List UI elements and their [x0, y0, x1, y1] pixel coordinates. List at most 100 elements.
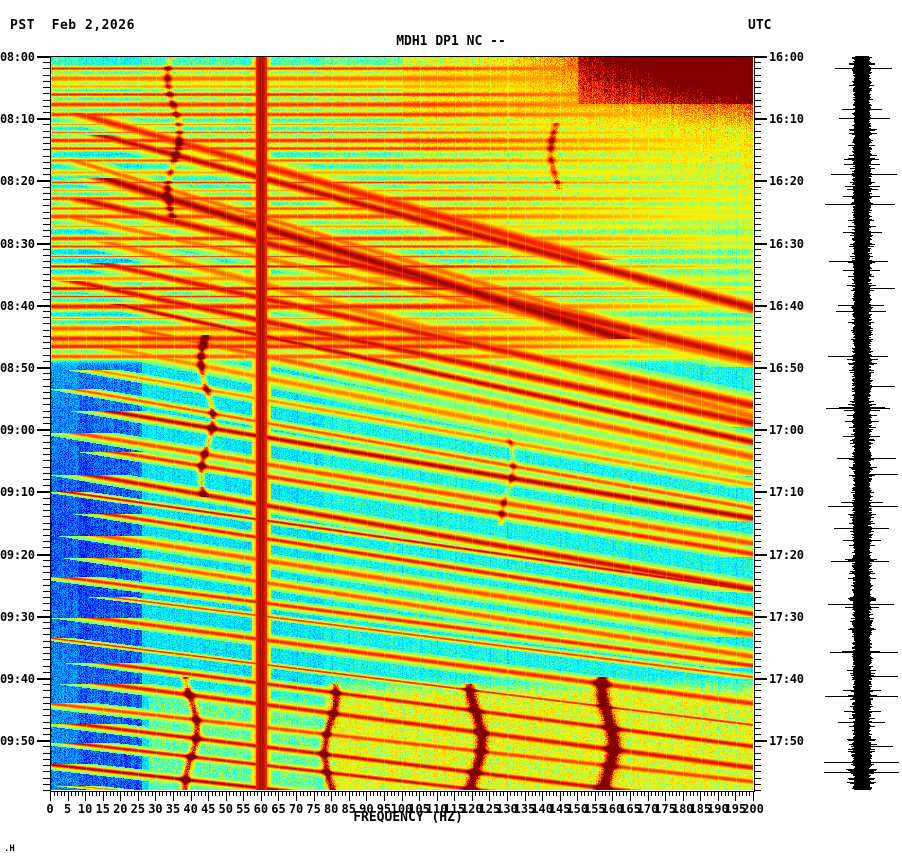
freq-tick-label: 185 — [689, 802, 712, 816]
freq-major-tick — [243, 791, 245, 801]
freq-minor-tick — [74, 791, 76, 796]
time-minor-tick — [43, 192, 50, 194]
time-minor-tick — [754, 223, 761, 225]
time-minor-tick — [754, 460, 761, 462]
time-minor-tick — [43, 311, 50, 313]
time-minor-tick — [754, 74, 761, 76]
freq-major-tick — [296, 791, 298, 801]
corner-artifact-mark: .H — [4, 844, 15, 854]
pst-time-label: 08:40 — [0, 298, 35, 313]
freq-minor-tick — [64, 791, 66, 796]
freq-minor-tick — [292, 791, 294, 796]
freq-minor-tick — [267, 791, 269, 796]
time-minor-tick — [754, 783, 761, 785]
time-minor-tick — [754, 255, 761, 257]
freq-minor-tick — [710, 791, 712, 796]
freq-tick-label: 155 — [583, 802, 606, 816]
freq-major-tick — [173, 791, 175, 801]
freq-minor-tick — [285, 791, 287, 796]
freq-tick-label: 70 — [288, 802, 304, 816]
time-minor-tick — [754, 765, 761, 767]
freq-minor-tick — [376, 791, 378, 796]
freq-minor-tick — [229, 791, 231, 796]
station-code-line: MDH1 DP1 NC -- — [396, 34, 506, 49]
freq-tick-label: 75 — [306, 802, 321, 816]
time-minor-tick — [43, 690, 50, 692]
time-minor-tick — [43, 466, 50, 468]
freq-major-tick — [542, 791, 544, 801]
freq-minor-tick — [447, 791, 449, 796]
freq-minor-tick — [661, 791, 663, 796]
time-minor-tick — [754, 111, 761, 113]
time-minor-tick — [754, 528, 761, 530]
freq-minor-tick — [299, 791, 301, 796]
time-minor-tick — [43, 522, 50, 524]
pst-time-label: 09:30 — [0, 609, 35, 624]
time-minor-tick — [754, 454, 761, 456]
time-major-tick — [754, 367, 767, 370]
spectrogram-plot[interactable] — [50, 56, 753, 790]
time-minor-tick — [754, 186, 761, 188]
time-minor-tick — [43, 790, 50, 791]
time-minor-tick — [43, 622, 50, 624]
time-minor-tick — [754, 597, 761, 599]
time-minor-tick — [754, 609, 761, 611]
time-major-tick — [37, 367, 50, 370]
time-minor-tick — [43, 360, 50, 362]
freq-minor-tick — [239, 791, 241, 796]
freq-minor-tick — [464, 791, 466, 796]
time-minor-tick — [43, 559, 50, 561]
pst-time-label: 09:10 — [0, 485, 35, 500]
freq-minor-tick — [521, 791, 522, 796]
freq-tick-label: 200 — [742, 802, 764, 816]
freq-major-tick — [383, 791, 385, 801]
freq-tick-label: 5 — [63, 802, 72, 816]
freq-minor-tick — [116, 791, 118, 796]
freq-minor-tick — [654, 791, 656, 796]
time-minor-tick — [43, 62, 50, 64]
freq-tick-label: 100 — [390, 802, 413, 816]
freq-minor-tick — [696, 791, 698, 796]
freq-tick-label: 130 — [496, 802, 518, 816]
freq-tick-label: 50 — [218, 802, 233, 816]
freq-tick-label: 20 — [113, 802, 128, 816]
freq-minor-tick — [531, 791, 533, 796]
utc-time-label: 17:20 — [769, 547, 804, 562]
freq-major-tick — [137, 791, 139, 801]
time-minor-tick — [43, 765, 50, 767]
time-minor-tick — [43, 665, 50, 667]
time-minor-tick — [754, 590, 761, 592]
pst-time-label: 08:50 — [0, 361, 35, 376]
time-minor-tick — [43, 423, 50, 424]
freq-minor-tick — [619, 791, 621, 796]
time-minor-tick — [43, 696, 50, 698]
freq-minor-tick — [345, 791, 347, 796]
time-minor-tick — [43, 634, 50, 636]
freq-minor-tick — [106, 791, 108, 796]
time-minor-tick — [754, 205, 761, 207]
freq-minor-tick — [749, 791, 751, 796]
freq-minor-tick — [123, 791, 125, 796]
time-major-tick — [754, 615, 767, 618]
time-minor-tick — [754, 167, 761, 169]
time-major-tick — [37, 304, 50, 307]
freq-minor-tick — [408, 791, 410, 796]
spectrogram-canvas[interactable] — [50, 56, 753, 790]
freq-minor-tick — [580, 791, 582, 796]
freq-minor-tick — [197, 791, 199, 796]
time-minor-tick — [754, 323, 761, 325]
time-minor-tick — [754, 646, 761, 648]
time-minor-tick — [754, 603, 761, 605]
freq-minor-tick — [387, 791, 389, 796]
pst-time-label: 08:10 — [0, 112, 35, 127]
freq-minor-tick — [443, 791, 445, 796]
time-minor-tick — [754, 485, 761, 487]
freq-minor-tick — [99, 791, 101, 796]
time-minor-tick — [754, 298, 761, 300]
time-major-tick — [754, 491, 767, 494]
time-minor-tick — [754, 566, 761, 568]
time-minor-tick — [754, 447, 761, 449]
freq-minor-tick — [513, 791, 515, 796]
freq-minor-tick — [412, 791, 414, 796]
